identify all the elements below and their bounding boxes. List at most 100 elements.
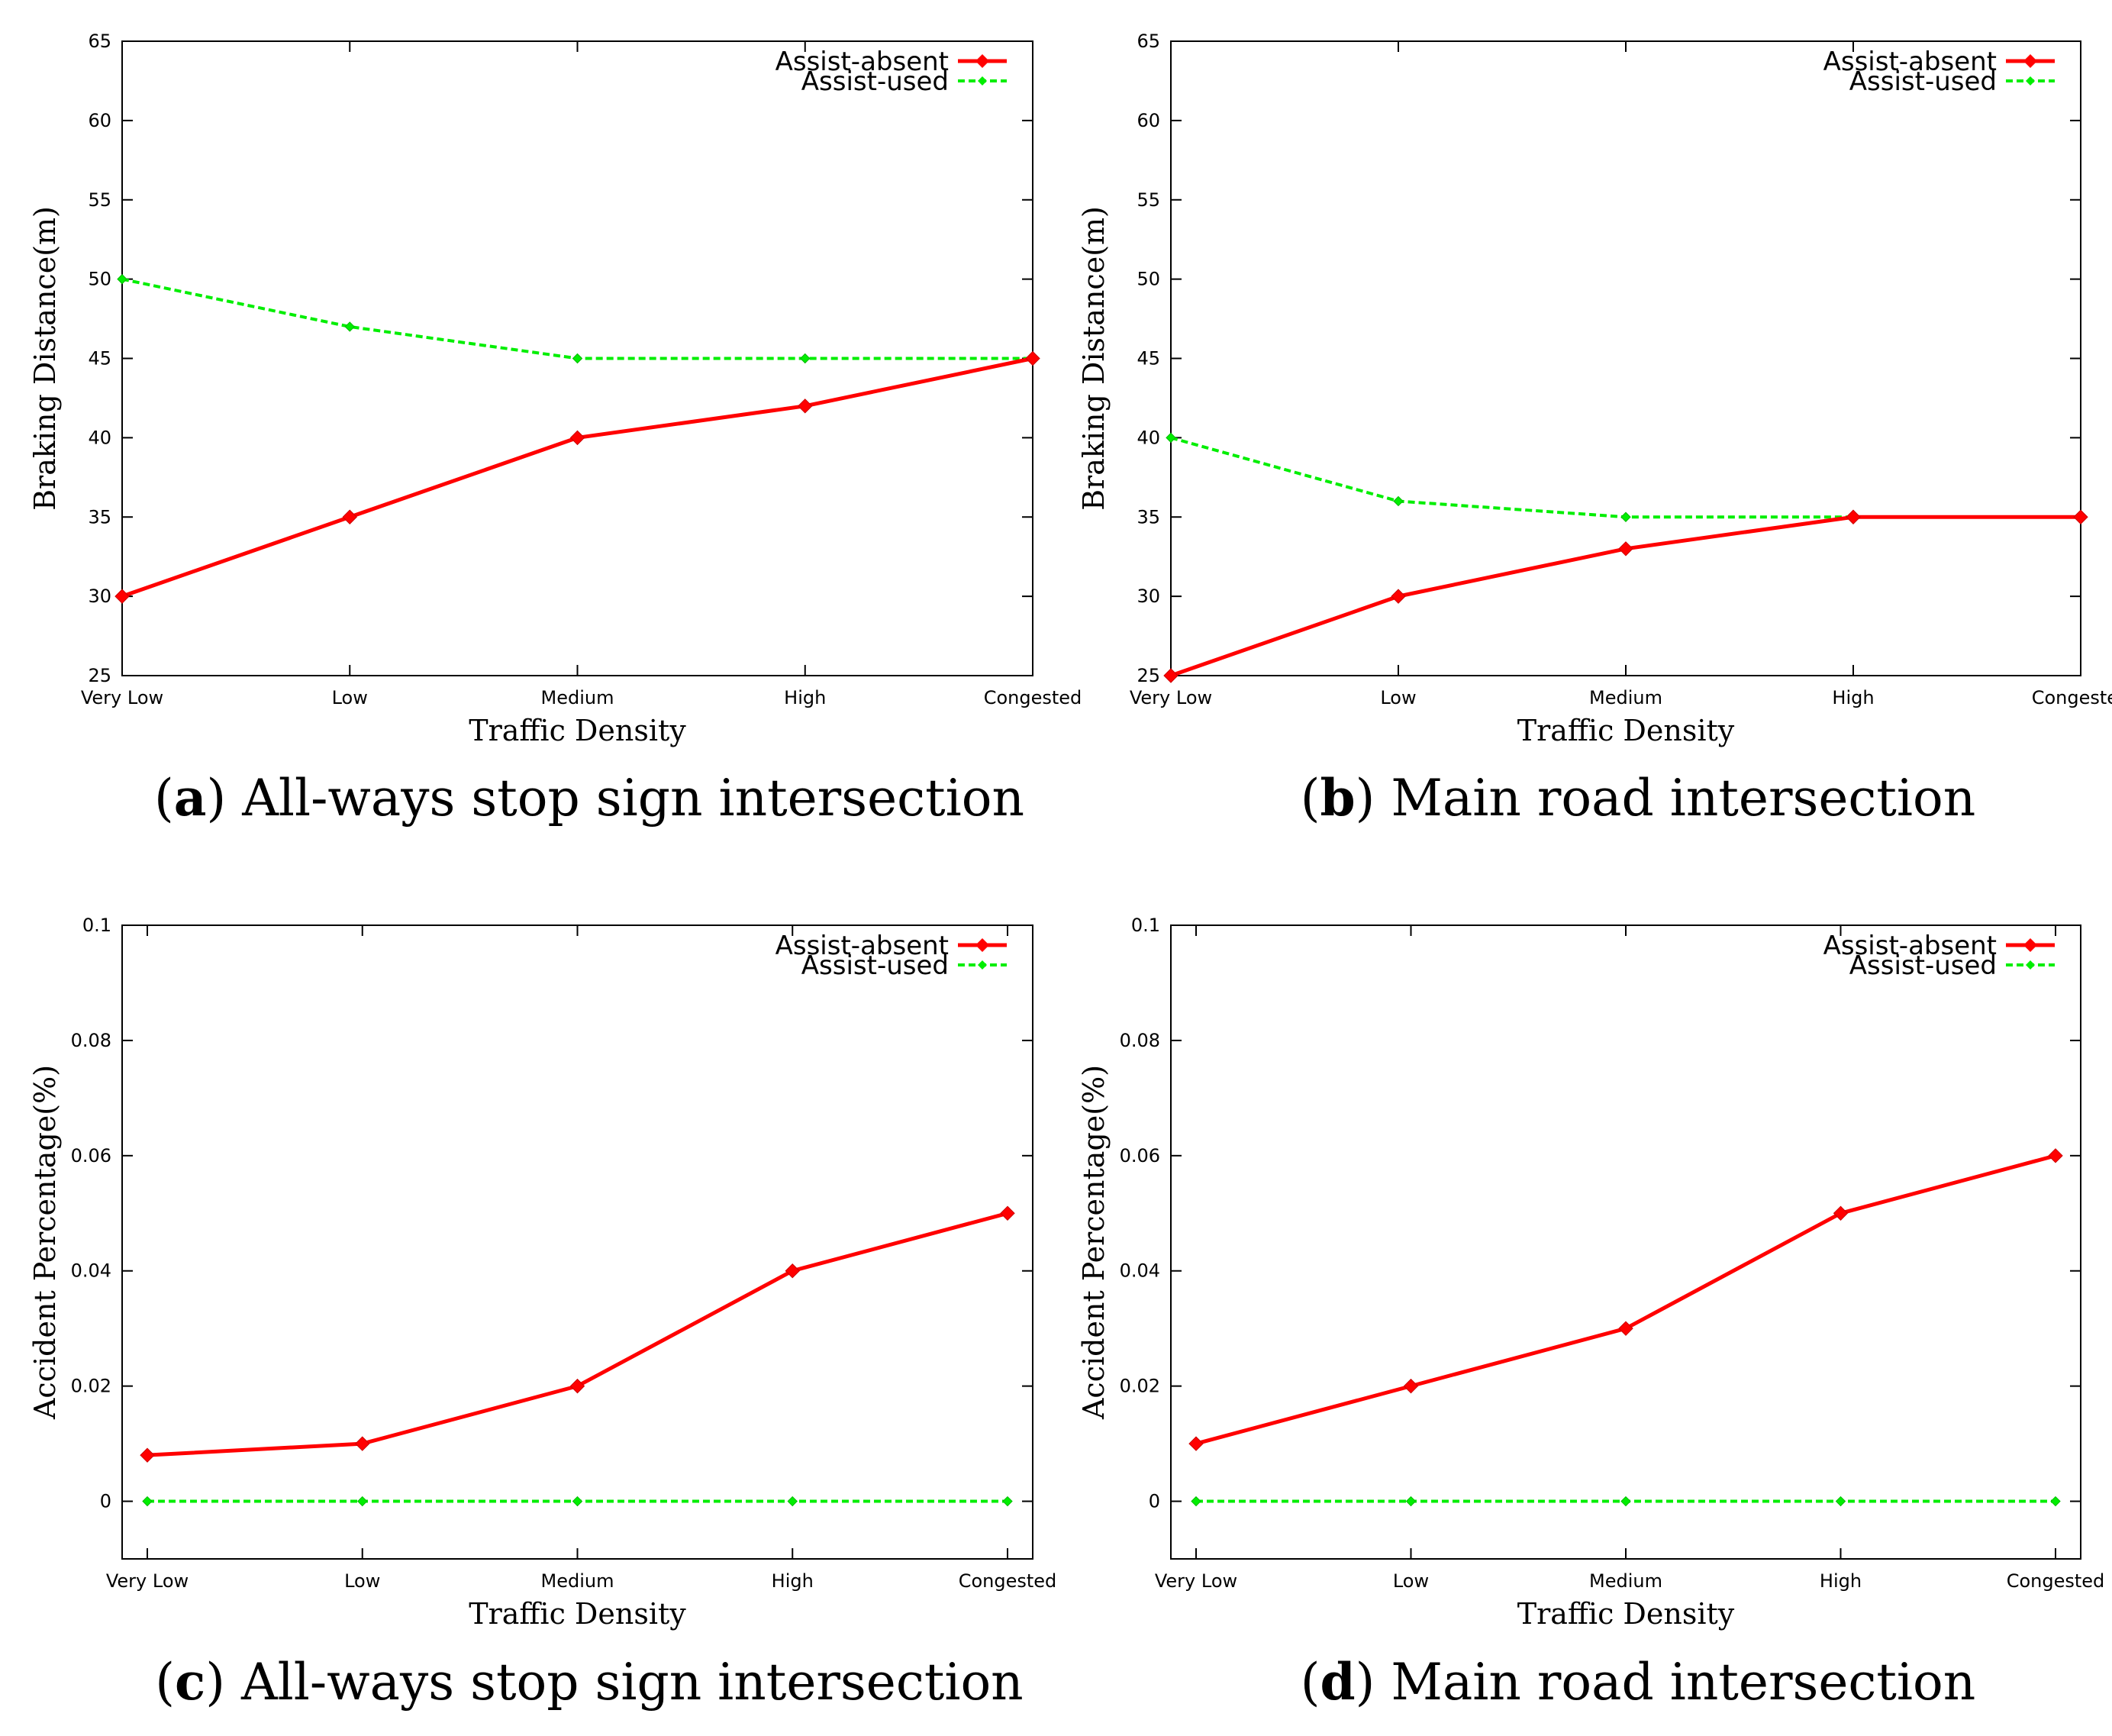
x-tick-label: Medium bbox=[1589, 1570, 1662, 1592]
caption-paren-close: ) bbox=[1356, 769, 1391, 828]
caption-text: Main road intersection bbox=[1391, 1653, 1975, 1712]
y-tick-label: 65 bbox=[1137, 31, 1160, 52]
y-tick-label: 60 bbox=[1137, 110, 1160, 131]
legend-label-assist-used: Assist-used bbox=[1849, 950, 1997, 981]
y-tick-label: 60 bbox=[88, 110, 111, 131]
chart-panel-d: 0 0.02 0.04 0.06 0.08 0.1 Very Low Low Medium Hig… bbox=[1077, 915, 2104, 1712]
y-tick-label: 0.02 bbox=[1120, 1376, 1160, 1397]
y-tick-label: 55 bbox=[1137, 189, 1160, 211]
data-point-assist-absent bbox=[2073, 509, 2088, 524]
chart-panel-b: 25 30 35 40 45 50 55 60 65 Very Low Low Medium High C… bbox=[1077, 31, 2112, 828]
data-point-assist-absent bbox=[785, 1263, 800, 1279]
y-tick-label: 0.1 bbox=[82, 915, 111, 936]
panel-caption: (b) Main road intersection bbox=[1301, 768, 1976, 828]
x-tick-label: Very Low bbox=[1155, 1570, 1237, 1592]
y-axis-title: Braking Distance(m) bbox=[28, 206, 62, 511]
data-point-assist-used bbox=[2050, 1496, 2061, 1507]
y-tick-label: 65 bbox=[88, 31, 111, 52]
panel-caption: (d) Main road intersection bbox=[1301, 1652, 1976, 1712]
data-point-assist-used bbox=[1620, 511, 1631, 522]
legend-marker-assist-absent bbox=[2023, 54, 2037, 68]
data-point-assist-absent bbox=[1391, 589, 1406, 604]
data-point-assist-absent bbox=[2048, 1148, 2063, 1163]
y-tick-label: 40 bbox=[1137, 427, 1160, 448]
y-tick-label: 0.1 bbox=[1131, 915, 1160, 936]
x-tick-label: High bbox=[1820, 1570, 1862, 1592]
legend-label-assist-used: Assist-used bbox=[1849, 66, 1997, 97]
y-tick-label: 0.04 bbox=[1120, 1260, 1160, 1282]
y-tick-label: 45 bbox=[1137, 348, 1160, 369]
x-tick-label: Medium bbox=[1589, 687, 1662, 708]
data-point-assist-used bbox=[572, 353, 583, 364]
data-point-assist-absent bbox=[1618, 1321, 1633, 1336]
data-point-assist-absent bbox=[1000, 1205, 1015, 1221]
caption-paren-open: ( bbox=[1301, 769, 1320, 828]
x-tick-label: Congested bbox=[984, 687, 1082, 708]
data-point-assist-used bbox=[1620, 1496, 1631, 1507]
y-tick-label: 0.04 bbox=[71, 1260, 111, 1282]
y-tick-label: 25 bbox=[1137, 665, 1160, 686]
series-line-assist-used bbox=[121, 277, 1033, 360]
plot-frame bbox=[1170, 924, 2081, 1560]
y-tick-label: 50 bbox=[1137, 269, 1160, 290]
caption-paren-open: ( bbox=[155, 1653, 175, 1712]
y-tick-label: 55 bbox=[88, 189, 111, 211]
y-tick-label: 0.08 bbox=[71, 1030, 111, 1051]
series-line-assist-absent bbox=[1170, 515, 2081, 678]
data-point-assist-used bbox=[117, 273, 127, 285]
caption-paren-close: ) bbox=[207, 769, 243, 828]
x-tick-label: High bbox=[1832, 687, 1874, 708]
legend-label-assist-absent: Assist-absent bbox=[1823, 931, 1997, 961]
data-point-assist-used bbox=[1405, 1496, 1417, 1507]
data-point-assist-used bbox=[800, 353, 811, 364]
data-point-assist-absent bbox=[569, 430, 585, 446]
y-tick-label: 40 bbox=[88, 427, 111, 448]
data-point-assist-absent bbox=[1403, 1378, 1419, 1394]
data-point-assist-used bbox=[1393, 495, 1404, 507]
data-point-assist-absent bbox=[798, 399, 813, 414]
chart-panel-a: 25 30 35 40 45 50 55 60 65 Very Low Low Medium High C… bbox=[28, 31, 1082, 828]
x-axis-title: Traffic Density bbox=[1517, 1597, 1735, 1631]
data-point-assist-absent bbox=[1025, 350, 1040, 366]
legend-marker-assist-used bbox=[978, 960, 987, 970]
data-point-assist-used bbox=[1166, 432, 1176, 444]
series-line-assist-used bbox=[1170, 436, 2081, 519]
x-axis-title: Traffic Density bbox=[469, 714, 686, 747]
y-tick-label: 0.06 bbox=[71, 1145, 111, 1166]
caption-letter: d bbox=[1320, 1652, 1355, 1712]
panel-caption: (c) All-ways stop sign intersection bbox=[155, 1652, 1023, 1712]
legend-label-assist-absent: Assist-absent bbox=[775, 47, 949, 77]
x-tick-label: Medium bbox=[541, 1570, 614, 1592]
y-tick-label: 30 bbox=[1137, 586, 1160, 607]
caption-paren-close: ) bbox=[205, 1653, 241, 1712]
data-point-assist-absent bbox=[1833, 1205, 1849, 1221]
legend-marker-assist-absent bbox=[975, 54, 989, 68]
y-tick-label: 50 bbox=[88, 269, 111, 290]
y-tick-label: 0.02 bbox=[71, 1376, 111, 1397]
panel-caption: (a) All-ways stop sign intersection bbox=[154, 768, 1024, 828]
y-axis-title: Accident Percentage(%) bbox=[1077, 1065, 1111, 1420]
y-tick-label: 25 bbox=[88, 665, 111, 686]
data-point-assist-used bbox=[142, 1496, 153, 1507]
y-tick-label: 0 bbox=[100, 1491, 111, 1512]
series-line-assist-absent bbox=[121, 357, 1033, 599]
data-point-assist-absent bbox=[569, 1378, 585, 1394]
legend-label-assist-used: Assist-used bbox=[801, 66, 949, 97]
x-tick-label: Low bbox=[332, 687, 368, 708]
x-tick-label: Very Low bbox=[106, 1570, 189, 1592]
caption-letter: c bbox=[175, 1652, 205, 1712]
data-point-assist-used bbox=[1191, 1496, 1201, 1507]
y-tick-label: 0 bbox=[1149, 1491, 1160, 1512]
x-tick-label: High bbox=[784, 687, 826, 708]
y-tick-label: 0.06 bbox=[1120, 1145, 1160, 1166]
data-point-assist-absent bbox=[1846, 509, 1861, 524]
x-tick-label: Congested bbox=[2007, 1570, 2105, 1592]
x-tick-label: Congested bbox=[959, 1570, 1057, 1592]
legend-marker-assist-absent bbox=[2023, 938, 2037, 952]
series-line-assist-absent bbox=[1195, 1154, 2056, 1446]
legend-label-assist-used: Assist-used bbox=[801, 950, 949, 981]
plot-frame bbox=[1170, 40, 2081, 676]
y-axis-title: Braking Distance(m) bbox=[1077, 206, 1111, 511]
caption-paren-close: ) bbox=[1356, 1653, 1391, 1712]
